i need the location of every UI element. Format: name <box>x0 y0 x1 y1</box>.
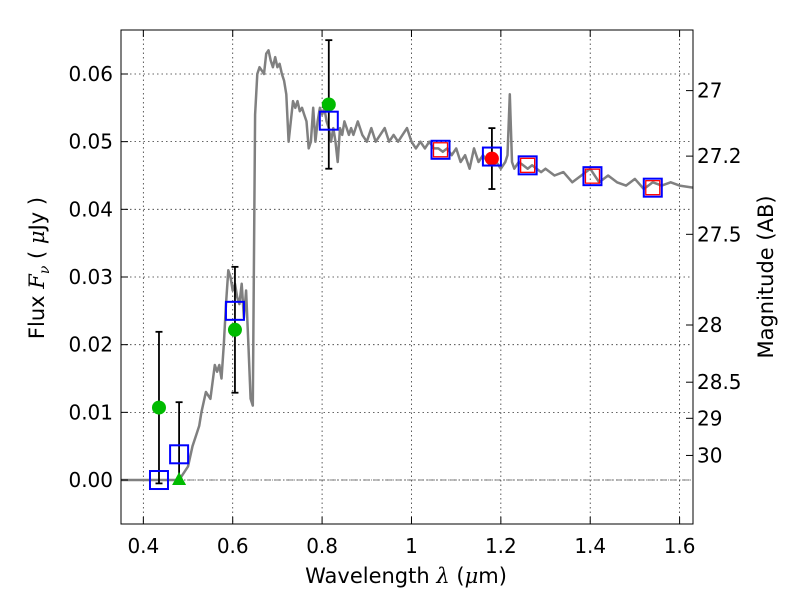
model-flux-square <box>481 146 502 167</box>
x-axis-label: Wavelength λ (μm) <box>305 564 507 588</box>
right-tick-label: 28 <box>697 313 722 337</box>
observed-ir-point <box>520 157 536 173</box>
y-axis-label: Flux Fν ( μJy ) <box>25 197 53 339</box>
right-tick-label: 30 <box>697 443 722 467</box>
model-flux-square <box>582 166 603 187</box>
upper-limit-marker <box>172 472 187 486</box>
observed-optical-point <box>321 97 336 112</box>
observed-optical-point <box>151 400 166 415</box>
observed-ir-point <box>484 151 499 166</box>
y-tick-label: 0.04 <box>68 197 113 221</box>
right-tick-label: 27 <box>697 79 722 103</box>
observed-ir-point <box>432 142 449 158</box>
observed-optical-point <box>227 322 242 337</box>
x-tick-label: 0.6 <box>217 534 249 558</box>
right-tick-label: 28.5 <box>697 370 742 394</box>
model-flux-square <box>642 177 663 198</box>
x-tick-label: 1.6 <box>664 534 696 558</box>
model-flux-square <box>430 139 451 160</box>
y-tick-label: 0.03 <box>68 265 113 289</box>
right-tick-label: 27.5 <box>697 222 742 246</box>
y-tick-label: 0.02 <box>68 333 113 357</box>
observed-ir-point <box>584 168 601 184</box>
model-flux-square <box>517 155 538 176</box>
plot-clip-group <box>121 39 693 491</box>
right-tick-label: 29 <box>697 406 722 430</box>
y-tick-label: 0.06 <box>68 62 113 86</box>
x-tick-label: 1.2 <box>485 534 517 558</box>
observed-ir-point <box>645 180 661 196</box>
right-axis-label: Magnitude (AB) <box>754 195 778 358</box>
axes: 0.4 0.6 0.8 1 1.2 1.4 1.6 0.00 0.01 0.02 0.03 0.04 0… <box>68 30 742 558</box>
model-flux-square <box>169 444 190 465</box>
y-tick-label: 0.05 <box>68 130 113 154</box>
model-flux-square <box>148 470 169 491</box>
x-tick-label: 1.4 <box>574 534 606 558</box>
model-flux-square <box>224 300 245 321</box>
model-flux-square <box>318 110 339 131</box>
plot-data <box>121 39 693 491</box>
x-tick-label: 0.8 <box>306 534 338 558</box>
y-tick-label: 0.01 <box>68 400 113 424</box>
y-tick-label: 0.00 <box>68 468 113 492</box>
right-tick-label: 27.2 <box>697 144 742 168</box>
x-tick-label: 0.4 <box>127 534 159 558</box>
x-tick-label: 1 <box>405 534 418 558</box>
